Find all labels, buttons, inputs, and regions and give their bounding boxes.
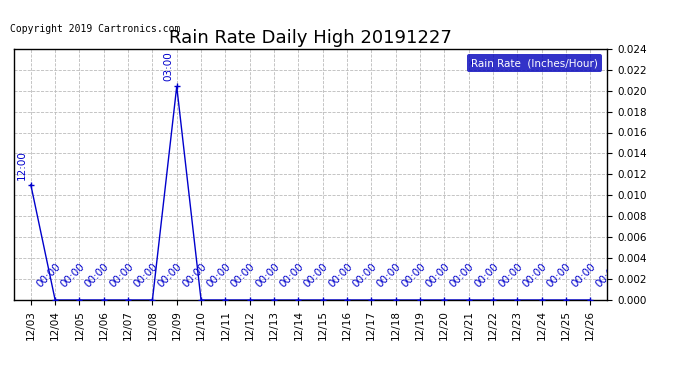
Text: 03:00: 03:00 bbox=[163, 51, 173, 81]
Text: 00:00: 00:00 bbox=[59, 261, 87, 290]
Text: 00:00: 00:00 bbox=[205, 261, 233, 290]
Text: 00:00: 00:00 bbox=[229, 261, 257, 290]
Text: 00:00: 00:00 bbox=[569, 261, 598, 290]
Text: 00:00: 00:00 bbox=[497, 261, 524, 290]
Text: 00:00: 00:00 bbox=[83, 261, 111, 290]
Text: 00:00: 00:00 bbox=[180, 261, 208, 290]
Text: 00:00: 00:00 bbox=[326, 261, 355, 290]
Title: Rain Rate Daily High 20191227: Rain Rate Daily High 20191227 bbox=[169, 29, 452, 47]
Text: 00:00: 00:00 bbox=[277, 261, 306, 290]
Text: 00:00: 00:00 bbox=[253, 261, 282, 290]
Text: Copyright 2019 Cartronics.com: Copyright 2019 Cartronics.com bbox=[10, 24, 181, 34]
Text: 00:00: 00:00 bbox=[400, 261, 427, 290]
Text: 00:00: 00:00 bbox=[472, 261, 500, 290]
Text: 00:00: 00:00 bbox=[521, 261, 549, 290]
Text: 00:00: 00:00 bbox=[302, 261, 330, 290]
Text: 12:00: 12:00 bbox=[17, 150, 27, 180]
Text: 00:00: 00:00 bbox=[108, 261, 135, 290]
Text: 00:00: 00:00 bbox=[545, 261, 573, 290]
Text: 00:00: 00:00 bbox=[34, 261, 63, 290]
Text: 00:00: 00:00 bbox=[594, 261, 622, 290]
Text: 00:00: 00:00 bbox=[375, 261, 403, 290]
Text: 00:00: 00:00 bbox=[156, 261, 184, 290]
Legend: Rain Rate  (Inches/Hour): Rain Rate (Inches/Hour) bbox=[466, 54, 602, 72]
Text: 00:00: 00:00 bbox=[132, 261, 160, 290]
Text: 00:00: 00:00 bbox=[448, 261, 476, 290]
Text: 00:00: 00:00 bbox=[351, 261, 379, 290]
Text: 00:00: 00:00 bbox=[424, 261, 452, 290]
